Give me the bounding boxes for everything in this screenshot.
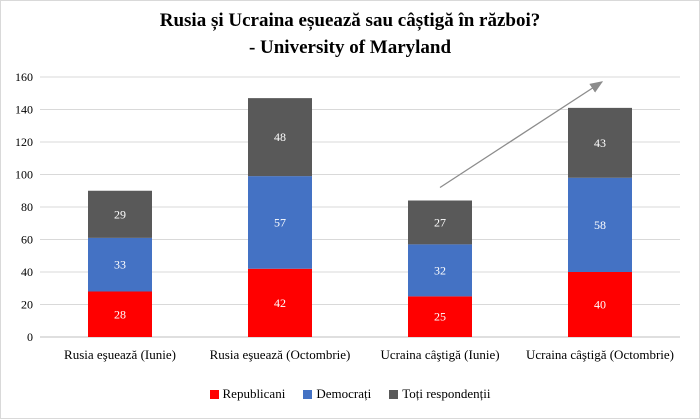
x-tick-label: Ucraina câştigă (Iunie) (380, 347, 499, 362)
legend-item: Democrați (303, 386, 371, 402)
bar-segment (248, 268, 312, 337)
bar-segment (88, 291, 152, 337)
legend-label: Democrați (316, 386, 372, 401)
chart-title: Rusia și Ucraina eșuează sau câștigă în … (159, 10, 541, 31)
bar-segment (408, 296, 472, 337)
bar-segment (568, 107, 632, 178)
bar-segment (248, 98, 312, 177)
legend-item: Republicani (209, 386, 286, 402)
x-tick-label: Rusia eşuează (Iunie) (64, 347, 176, 362)
y-tick-label: 40 (21, 265, 33, 279)
legend-swatch (389, 389, 399, 399)
data-label: 29 (114, 207, 126, 221)
bar-segment (88, 190, 152, 238)
y-tick-label: 60 (21, 233, 33, 247)
y-tick-label: 140 (15, 103, 33, 117)
y-tick-label: 100 (15, 168, 33, 182)
data-label: 28 (114, 307, 126, 321)
y-tick-label: 0 (27, 330, 33, 344)
chart-subtitle: - University of Maryland (248, 37, 452, 58)
y-tick-label: 160 (15, 70, 33, 84)
data-label: 25 (434, 310, 446, 324)
y-tick-label: 80 (21, 200, 33, 214)
bar-segment (248, 176, 312, 269)
data-label: 58 (594, 218, 606, 232)
chart-legend: Republicani Democrați Toți respondenții (0, 386, 700, 402)
data-label: 33 (114, 258, 126, 272)
legend-item: Toți respondenții (389, 386, 490, 402)
x-tick-label: Ucraina câştigă (Octombrie) (526, 347, 674, 362)
trend-arrow (439, 81, 604, 189)
bar-segment (408, 200, 472, 245)
data-label: 40 (594, 298, 606, 312)
data-label: 43 (594, 136, 606, 150)
data-label: 32 (434, 263, 446, 277)
data-label: 27 (434, 215, 446, 229)
bar-segment (408, 244, 472, 297)
bar-segment (568, 177, 632, 272)
legend-label: Toți respondenții (402, 386, 491, 401)
legend-label: Republicani (222, 386, 286, 401)
x-tick-label: Rusia eşuează (Octombrie) (210, 347, 351, 362)
bar-segment (88, 237, 152, 292)
data-label: 57 (274, 215, 286, 229)
y-tick-label: 20 (21, 298, 33, 312)
data-label: 42 (274, 296, 286, 310)
bar-segment (568, 272, 632, 337)
y-tick-label: 120 (15, 135, 33, 149)
data-label: 48 (274, 130, 286, 144)
legend-swatch (303, 389, 313, 399)
legend-swatch (209, 389, 219, 399)
